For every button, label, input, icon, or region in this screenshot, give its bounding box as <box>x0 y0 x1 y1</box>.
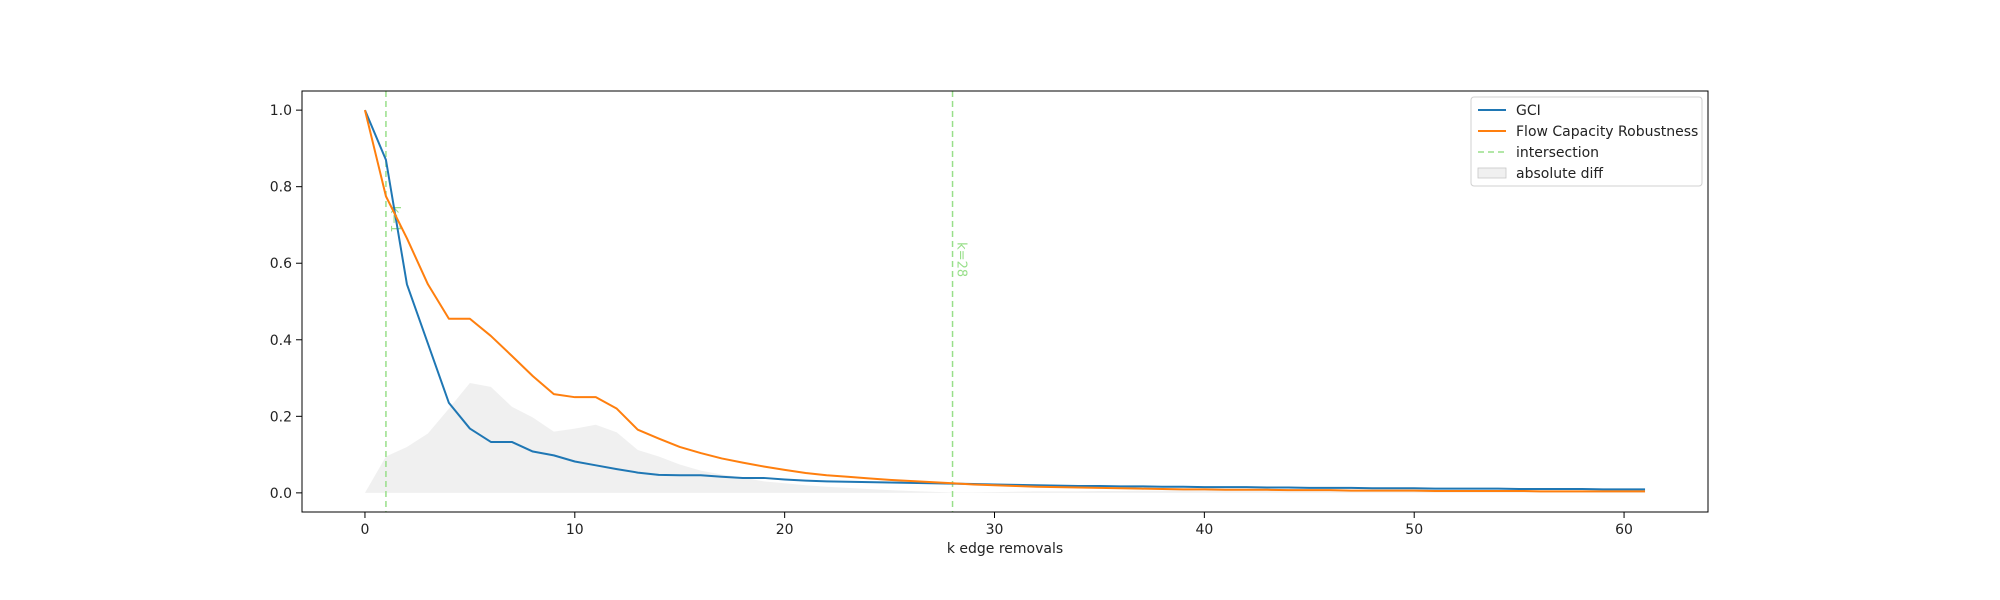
legend-label: GCI <box>1516 103 1541 119</box>
plot-frame <box>301 90 1709 513</box>
legend-label: intersection <box>1516 145 1599 161</box>
y-tick-label: 1.0 <box>270 103 292 119</box>
x-tick-label: 10 <box>566 522 584 538</box>
x-tick-label: 60 <box>1615 522 1633 538</box>
y-tick-label: 0.8 <box>270 180 292 196</box>
intersection-label: k=28 <box>954 242 969 277</box>
legend-label: Flow Capacity Robustness <box>1516 124 1698 140</box>
legend-swatch <box>1477 167 1507 179</box>
x-tick-label: 30 <box>986 522 1004 538</box>
absolute-diff-area-layer <box>364 383 1646 493</box>
x-tick-label: 0 <box>360 522 369 538</box>
y-tick-label: 0.6 <box>270 256 292 272</box>
legend-label: absolute diff <box>1516 166 1603 182</box>
y-tick-label: 0.4 <box>270 333 292 349</box>
y-tick-label: 0.2 <box>270 409 292 425</box>
series-lines-layer <box>363 109 1646 493</box>
x-axis: 0 10 20 30 40 50 60 <box>360 512 1633 538</box>
x-tick-label: 50 <box>1405 522 1423 538</box>
absolute-diff-area <box>364 383 1646 493</box>
x-tick-label: 20 <box>776 522 794 538</box>
y-axis: 0.0 0.2 0.4 0.6 0.8 1.0 <box>270 103 302 502</box>
legend: GCI Flow Capacity Robustness intersection a… <box>1470 96 1703 187</box>
x-axis-label: k edge removals <box>947 541 1063 557</box>
legend-box <box>1470 96 1703 187</box>
flow-capacity-robustness-line <box>363 109 1646 493</box>
intersection-lines-layer: k=1 k=28 <box>385 91 969 512</box>
intersection-label: k=1 <box>387 206 402 233</box>
x-tick-label: 40 <box>1195 522 1213 538</box>
y-tick-label: 0.0 <box>270 486 292 502</box>
